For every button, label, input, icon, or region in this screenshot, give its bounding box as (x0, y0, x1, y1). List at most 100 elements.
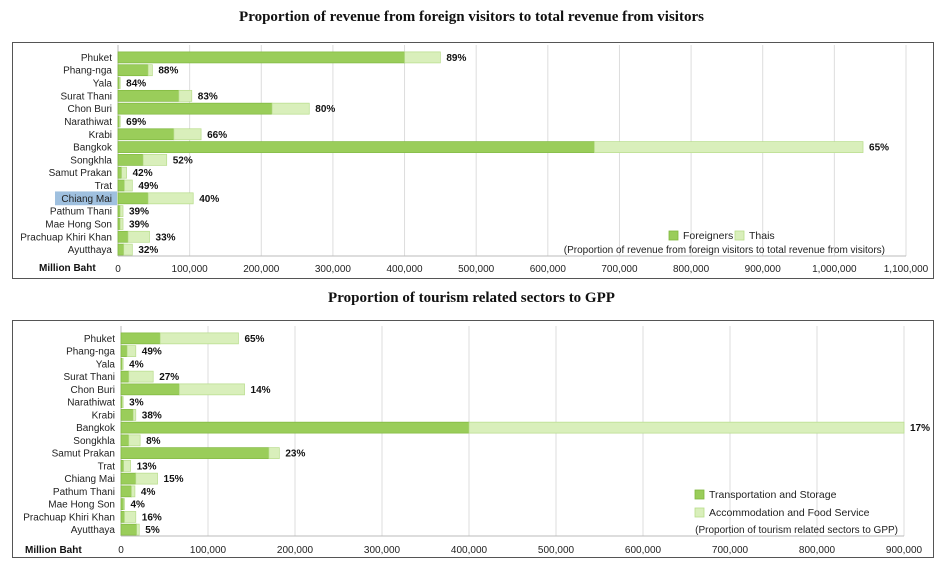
chart-1-x-axis-unit: Million Baht (39, 263, 96, 274)
chart-2-data-label-songkhla: 8% (146, 436, 161, 447)
chart-2-x-tick-label: 700,000 (712, 545, 749, 556)
chart-1-category-bangkok: Bangkok (73, 143, 113, 154)
chart-2-bar-transportation-and-storage-krabi (120, 409, 134, 421)
chart-1-bar-foreigners-bangkok (117, 141, 595, 153)
chart-1-bar-thais-chiang-mai (147, 192, 194, 205)
chart-2-bar-accommodation-and-food-service-surat-thani (128, 370, 154, 383)
chart-2-data-label-chon-buri: 14% (251, 385, 271, 396)
chart-1-category-samut-prakan: Samut Prakan (49, 168, 112, 179)
chart-1-category-narathiwat: Narathiwat (64, 117, 112, 128)
chart-2-bar-transportation-and-storage-chiang-mai (120, 472, 137, 485)
chart-1-x-tick-label: 600,000 (530, 264, 567, 275)
chart-1-x-tick-label: 100,000 (172, 264, 209, 275)
chart-1-bar-foreigners-ayutthaya (117, 243, 125, 256)
chart-2-x-tick-label: 500,000 (538, 545, 575, 556)
chart-2-bar-accommodation-and-food-service-mae-hong-son (123, 498, 125, 510)
chart-1-note: (Proportion of revenue from foreign visi… (564, 245, 885, 256)
chart-2-bar-accommodation-and-food-service-ayutthaya (136, 523, 140, 536)
chart-1-data-label-krabi: 66% (207, 130, 227, 141)
chart-2-data-label-prachuap-khiri-khan: 16% (142, 512, 162, 523)
chart-2-legend-swatch-transportation-and-storage (694, 489, 705, 500)
chart-2-bar-transportation-and-storage-pathum-thani (120, 485, 132, 498)
chart-2-bar-transportation-and-storage-samut-prakan (120, 447, 270, 459)
chart-2-x-tick-label: 800,000 (799, 545, 836, 556)
chart-2-title: Proportion of tourism related sectors to… (328, 290, 615, 306)
chart-2-x-tick-label: 300,000 (364, 545, 401, 556)
chart-2-bar-transportation-and-storage-mae-hong-son (120, 498, 124, 510)
chart-1-bar-thais-surat-thani (178, 89, 193, 102)
chart-2-bar-accommodation-and-food-service-narathiwat (121, 396, 124, 408)
chart-2-bar-transportation-and-storage-surat-thani (120, 370, 130, 383)
chart-1-bar-foreigners-prachuap-khiri-khan (117, 230, 129, 243)
chart-2-category-mae-hong-son: Mae Hong Son (48, 500, 115, 511)
chart-2-bar-accommodation-and-food-service-samut-prakan (268, 447, 280, 459)
chart-1-bar-foreigners-trat (117, 179, 125, 192)
chart-1-bar-foreigners-chiang-mai (117, 192, 149, 205)
chart-2-category-trat: Trat (98, 461, 116, 472)
chart-1-legend-label-thais: Thais (749, 230, 775, 242)
chart-2-legend-label-transportation-and-storage: Transportation and Storage (709, 489, 837, 501)
chart-2-category-krabi: Krabi (92, 410, 115, 421)
chart-2-bar-accommodation-and-food-service-trat (123, 460, 131, 472)
chart-2-data-label-yala: 4% (129, 359, 144, 370)
chart-2-x-tick-label: 0 (118, 545, 124, 556)
chart-1-legend-swatch-foreigners (668, 230, 679, 241)
chart-1-x-tick-label: 300,000 (315, 264, 352, 275)
chart-2-bar-accommodation-and-food-service-prachuap-khiri-khan (124, 511, 137, 523)
chart-1-x-tick-label: 800,000 (673, 264, 710, 275)
chart-1-data-label-phang-nga: 88% (158, 66, 178, 77)
chart-2-category-narathiwat: Narathiwat (67, 398, 115, 409)
chart-2-bar-transportation-and-storage-phang-nga (120, 345, 128, 357)
chart-2-x-tick-label: 600,000 (625, 545, 662, 556)
chart-1-category-ayutthaya: Ayutthaya (68, 245, 113, 256)
chart-2-bar-transportation-and-storage-phuket (120, 332, 161, 345)
chart-1-data-label-yala: 84% (126, 79, 146, 90)
chart-1-data-label-pathum-thani: 39% (129, 207, 149, 218)
chart-2-category-pathum-thani: Pathum Thani (53, 487, 115, 498)
chart-1-x-tick-label: 700,000 (601, 264, 638, 275)
chart-2-panel: 0 100,000 200,000 300,000 400,000 500,000 600,… (12, 320, 934, 558)
chart-1-data-label-phuket: 89% (446, 53, 466, 64)
chart-1-x-tick-label: 1,000,000 (812, 264, 857, 275)
chart-1-bar-thais-phuket (404, 51, 441, 64)
chart-1-category-pathum-thani: Pathum Thani (50, 207, 112, 218)
chart-2-bar-accommodation-and-food-service-chon-buri (178, 383, 245, 396)
chart-2-x-tick-label: 200,000 (277, 545, 314, 556)
chart-2-legend-label-accommodation-and-food-service: Accommodation and Food Service (709, 507, 870, 519)
chart-2-x-tick-label: 100,000 (190, 545, 227, 556)
chart-1-bar-thais-trat (124, 179, 133, 192)
chart-1-bar-foreigners-chon-buri (117, 102, 273, 115)
chart-2-category-surat-thani: Surat Thani (63, 372, 115, 383)
chart-1-data-label-trat: 49% (138, 181, 158, 192)
chart-1-bar-thais-chon-buri (271, 102, 310, 115)
chart-2-category-bangkok: Bangkok (76, 423, 116, 434)
chart-2-category-songkhla: Songkhla (73, 436, 115, 447)
chart-1-plot: 0 100,000 200,000 300,000 400,000 500,000 600,… (20, 45, 929, 275)
chart-2-bar-accommodation-and-food-service-phuket (159, 332, 239, 345)
chart-2-data-label-bangkok: 17% (910, 423, 930, 434)
chart-2-plot: 0 100,000 200,000 300,000 400,000 500,000 600,… (23, 326, 930, 556)
chart-1-category-prachuap-khiri-khan: Prachuap Khiri Khan (20, 232, 112, 243)
chart-1-bar-thais-songkhla (142, 154, 168, 166)
chart-1-category-surat-thani: Surat Thani (60, 91, 112, 102)
chart-1-category-chiang-mai: Chiang Mai (61, 194, 112, 205)
chart-1-bar-thais-krabi (173, 128, 202, 141)
chart-2-bar-accommodation-and-food-service-songkhla (128, 434, 141, 447)
chart-1-bar-foreigners-phuket (117, 51, 405, 64)
chart-2-data-label-samut-prakan: 23% (285, 449, 305, 460)
chart-2-data-label-surat-thani: 27% (159, 372, 179, 383)
chart-2-category-prachuap-khiri-khan: Prachuap Khiri Khan (23, 512, 115, 523)
chart-1-data-label-chiang-mai: 40% (199, 194, 219, 205)
chart-2-data-label-pathum-thani: 4% (141, 487, 156, 498)
chart-2-bar-transportation-and-storage-bangkok (120, 421, 470, 434)
chart-2-data-label-phuket: 65% (244, 334, 264, 345)
chart-1-bar-thais-narathiwat (119, 115, 121, 128)
chart-1-data-label-bangkok: 65% (869, 143, 889, 154)
chart-2-x-axis-unit: Million Baht (25, 545, 82, 556)
chart-1-category-trat: Trat (95, 181, 113, 192)
chart-1-bar-thais-prachuap-khiri-khan (127, 230, 150, 243)
chart-2-data-label-narathiwat: 3% (129, 398, 144, 409)
chart-2-category-chiang-mai: Chiang Mai (64, 474, 115, 485)
chart-2-bar-transportation-and-storage-ayutthaya (120, 523, 138, 536)
chart-1-data-label-samut-prakan: 42% (133, 168, 153, 179)
